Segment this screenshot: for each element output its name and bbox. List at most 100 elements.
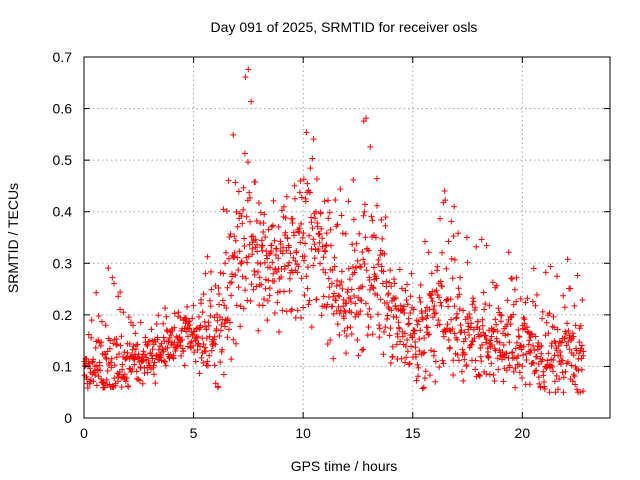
data-point [198,300,205,307]
data-point [323,230,330,237]
data-point [407,293,414,300]
data-point [256,274,263,281]
data-point [262,234,269,241]
data-point [220,270,227,277]
data-point [387,267,394,274]
data-point [367,143,374,150]
data-point [555,386,562,393]
data-point [574,386,581,393]
data-point [163,327,170,334]
data-point [498,318,505,325]
data-point [447,296,454,303]
data-point [485,348,492,355]
data-point [220,371,227,378]
data-point [211,314,218,321]
y-tick-label-6: 0.6 [53,101,73,117]
data-point [186,318,193,325]
data-point [329,303,336,310]
data-point [472,357,479,364]
data-point [281,288,288,295]
data-point [549,363,556,370]
data-point [567,285,574,292]
data-point [332,197,339,204]
data-point [300,230,307,237]
data-point [92,344,99,351]
data-point [376,325,383,332]
data-point [564,256,571,263]
data-point [386,332,393,339]
data-point [244,297,251,304]
data-point [426,306,433,313]
data-point [330,355,337,362]
data-point [434,263,441,270]
data-point [246,189,253,196]
data-point [379,280,386,287]
data-point [183,328,190,335]
data-point [523,356,530,363]
data-point [337,281,344,288]
data-point [445,303,452,310]
data-point [436,294,443,301]
data-point [396,266,403,273]
data-point [101,350,108,357]
data-point [360,256,367,263]
data-point [497,311,504,318]
data-point [477,345,484,352]
data-point [137,319,144,326]
data-point [270,197,277,204]
data-point [487,337,494,344]
data-point [519,363,526,370]
data-point [416,336,423,343]
data-point [219,346,226,353]
plot-frame [83,56,611,419]
x-tick-label-4: 20 [515,425,531,441]
data-point [476,326,483,333]
data-point [426,372,433,379]
data-point [491,326,498,333]
data-point [152,380,159,387]
chart-title: Day 091 of 2025, SRMTID for receiver osl… [211,19,478,35]
data-point [171,310,178,317]
data-point [338,212,345,219]
data-point [526,381,533,388]
y-axis-label: SRMTID / TECUs [5,183,21,293]
y-tick-label-5: 0.5 [53,152,73,168]
data-point [479,322,486,329]
data-point [242,74,249,81]
data-point [381,328,388,335]
data-point [253,283,260,290]
data-point [369,217,376,224]
data-point [288,306,295,313]
data-point [469,295,476,302]
data-point [495,305,502,312]
data-point [413,377,420,384]
data-point [227,231,234,238]
data-point [367,313,374,320]
data-point [352,313,359,320]
data-point [477,353,484,360]
data-point [212,341,219,348]
data-point [113,336,120,343]
data-point [474,318,481,325]
data-point [349,264,356,271]
data-point [382,324,389,331]
data-point [170,355,177,362]
data-point [278,207,285,214]
data-point [223,207,230,214]
data-point [108,355,115,362]
data-point [415,373,422,380]
data-point [224,315,231,322]
data-point [266,285,273,292]
data-point [559,357,566,364]
data-point [526,337,533,344]
data-point [216,301,223,308]
data-point [394,333,401,340]
data-point [357,297,364,304]
data-point [267,264,274,271]
data-point [356,230,363,237]
data-point [338,268,345,275]
data-point [260,228,267,235]
data-point [571,373,578,380]
data-point [148,352,155,359]
data-point [217,327,224,334]
